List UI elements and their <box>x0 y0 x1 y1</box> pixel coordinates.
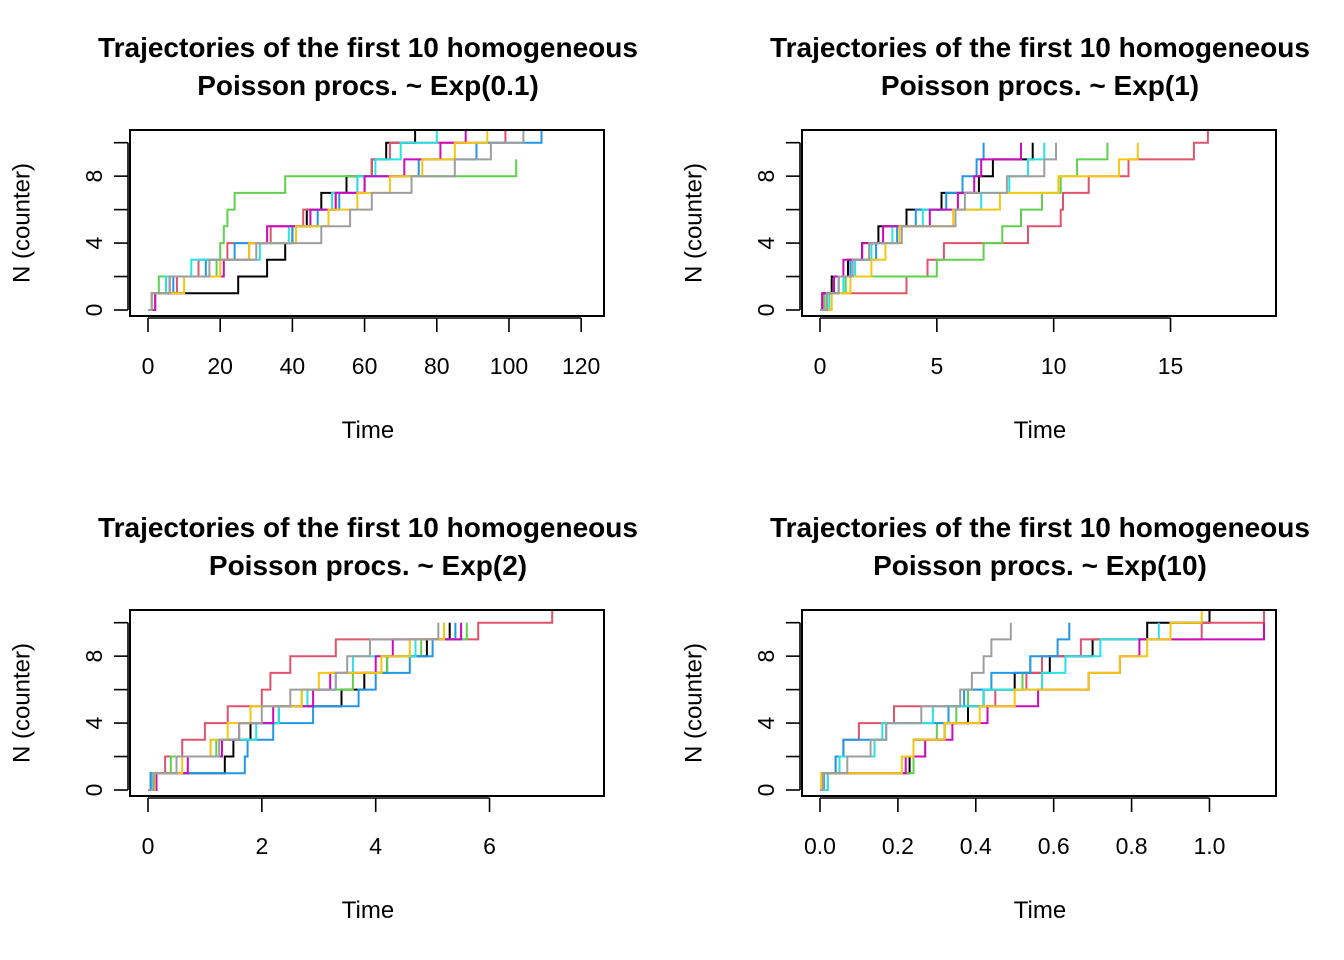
x-tick-label: 100 <box>490 353 528 379</box>
y-tick-label: 4 <box>753 236 779 249</box>
x-tick-label: 60 <box>352 353 378 379</box>
y-axis-label: N (counter) <box>681 163 708 283</box>
x-axis: 0 5 10 15 Time <box>814 317 1184 444</box>
trajectory-line-7 <box>148 622 445 791</box>
y-axis: 0 4 8 N (counter) <box>681 141 801 317</box>
x-tick-label: 0 <box>814 353 827 379</box>
x-tick-label: 0.4 <box>960 833 992 859</box>
x-tick-label: 40 <box>280 353 306 379</box>
trajectory-line-3 <box>148 159 518 311</box>
x-axis: 0 20 40 60 80 100 120 Time <box>142 317 600 444</box>
y-tick-label: 8 <box>753 170 779 183</box>
chart-panel-4: Trajectories of the first 10 homogeneous… <box>681 512 1310 924</box>
chart-title-line1: Trajectories of the first 10 homogeneous <box>98 32 638 63</box>
x-tick-label: 2 <box>255 833 268 859</box>
trajectories <box>148 611 554 791</box>
y-axis: 0 4 8 N (counter) <box>9 141 129 317</box>
y-tick-label: 4 <box>81 236 107 249</box>
chart-title-line1: Trajectories of the first 10 homogeneous <box>770 512 1310 543</box>
x-tick-label: 6 <box>483 833 496 859</box>
x-axis-label: Time <box>342 417 394 444</box>
trajectories <box>820 131 1209 311</box>
x-tick-label: 20 <box>207 353 233 379</box>
trajectory-line-3 <box>820 142 1109 311</box>
y-tick-label: 8 <box>81 650 107 663</box>
trajectory-line-6 <box>148 622 463 791</box>
x-axis-label: Time <box>1014 417 1066 444</box>
chart-panel-2: Trajectories of the first 10 homogeneous… <box>681 32 1310 444</box>
trajectory-line-5 <box>148 131 438 311</box>
y-tick-label: 8 <box>81 170 107 183</box>
chart-title-line2: Poisson procs. ~ Exp(10) <box>873 550 1207 581</box>
chart-title-line2: Poisson procs. ~ Exp(1) <box>881 70 1199 101</box>
trajectory-line-4 <box>148 131 543 311</box>
trajectory-line-6 <box>820 142 1022 311</box>
trajectory-line-8 <box>148 622 440 791</box>
trajectories <box>148 131 543 311</box>
x-axis: 0.0 0.2 0.4 0.6 0.8 1.0 Time <box>804 797 1225 924</box>
y-tick-label: 0 <box>81 784 107 797</box>
y-axis: 0 4 8 N (counter) <box>9 621 129 797</box>
y-tick-label: 4 <box>753 716 779 729</box>
chart-title-line1: Trajectories of the first 10 homogeneous <box>98 512 638 543</box>
x-tick-label: 80 <box>424 353 450 379</box>
chart-panel-3: Trajectories of the first 10 homogeneous… <box>9 512 638 924</box>
y-axis-label: N (counter) <box>9 163 36 283</box>
y-tick-label: 0 <box>753 304 779 317</box>
x-tick-label: 15 <box>1158 353 1184 379</box>
trajectory-line-2 <box>148 131 507 311</box>
trajectory-line-8 <box>148 131 525 311</box>
chart-panel-1: Trajectories of the first 10 homogeneous… <box>9 32 638 444</box>
y-tick-label: 4 <box>81 716 107 729</box>
x-axis-label: Time <box>1014 897 1066 924</box>
plot-frame <box>801 129 1277 317</box>
x-tick-label: 0 <box>142 353 155 379</box>
x-axis: 0 2 4 6 Time <box>142 797 496 924</box>
x-tick-label: 5 <box>930 353 943 379</box>
trajectory-line-6 <box>820 622 1265 791</box>
plot-frame <box>129 129 605 317</box>
x-tick-label: 0.8 <box>1116 833 1148 859</box>
plot-frame <box>801 609 1277 797</box>
trajectory-line-7 <box>820 142 1139 311</box>
x-tick-label: 0.6 <box>1038 833 1070 859</box>
plot-frame <box>129 609 605 797</box>
x-tick-label: 1.0 <box>1193 833 1225 859</box>
y-tick-label: 8 <box>753 650 779 663</box>
x-tick-label: 4 <box>369 833 382 859</box>
x-axis-label: Time <box>342 897 394 924</box>
y-axis-label: N (counter) <box>681 643 708 763</box>
trajectory-line-2 <box>148 611 554 791</box>
trajectory-line-8 <box>820 142 1057 311</box>
trajectory-line-2 <box>820 611 1265 791</box>
y-axis-label: N (counter) <box>9 643 36 763</box>
y-axis: 0 4 8 N (counter) <box>681 621 801 797</box>
trajectory-line-7 <box>820 611 1203 791</box>
chart-title-line1: Trajectories of the first 10 homogeneous <box>770 32 1310 63</box>
y-tick-label: 0 <box>81 304 107 317</box>
trajectories <box>820 611 1265 791</box>
chart-title-line2: Poisson procs. ~ Exp(0.1) <box>197 70 539 101</box>
x-tick-label: 120 <box>562 353 600 379</box>
trajectory-line-8 <box>820 622 1012 791</box>
chart-title-line2: Poisson procs. ~ Exp(2) <box>209 550 527 581</box>
trajectory-line-2 <box>820 131 1209 311</box>
x-tick-label: 0 <box>142 833 155 859</box>
y-tick-label: 0 <box>753 784 779 797</box>
trajectory-line-1 <box>820 142 1034 311</box>
x-tick-label: 10 <box>1041 353 1067 379</box>
x-tick-label: 0.2 <box>882 833 914 859</box>
x-tick-label: 0.0 <box>804 833 836 859</box>
